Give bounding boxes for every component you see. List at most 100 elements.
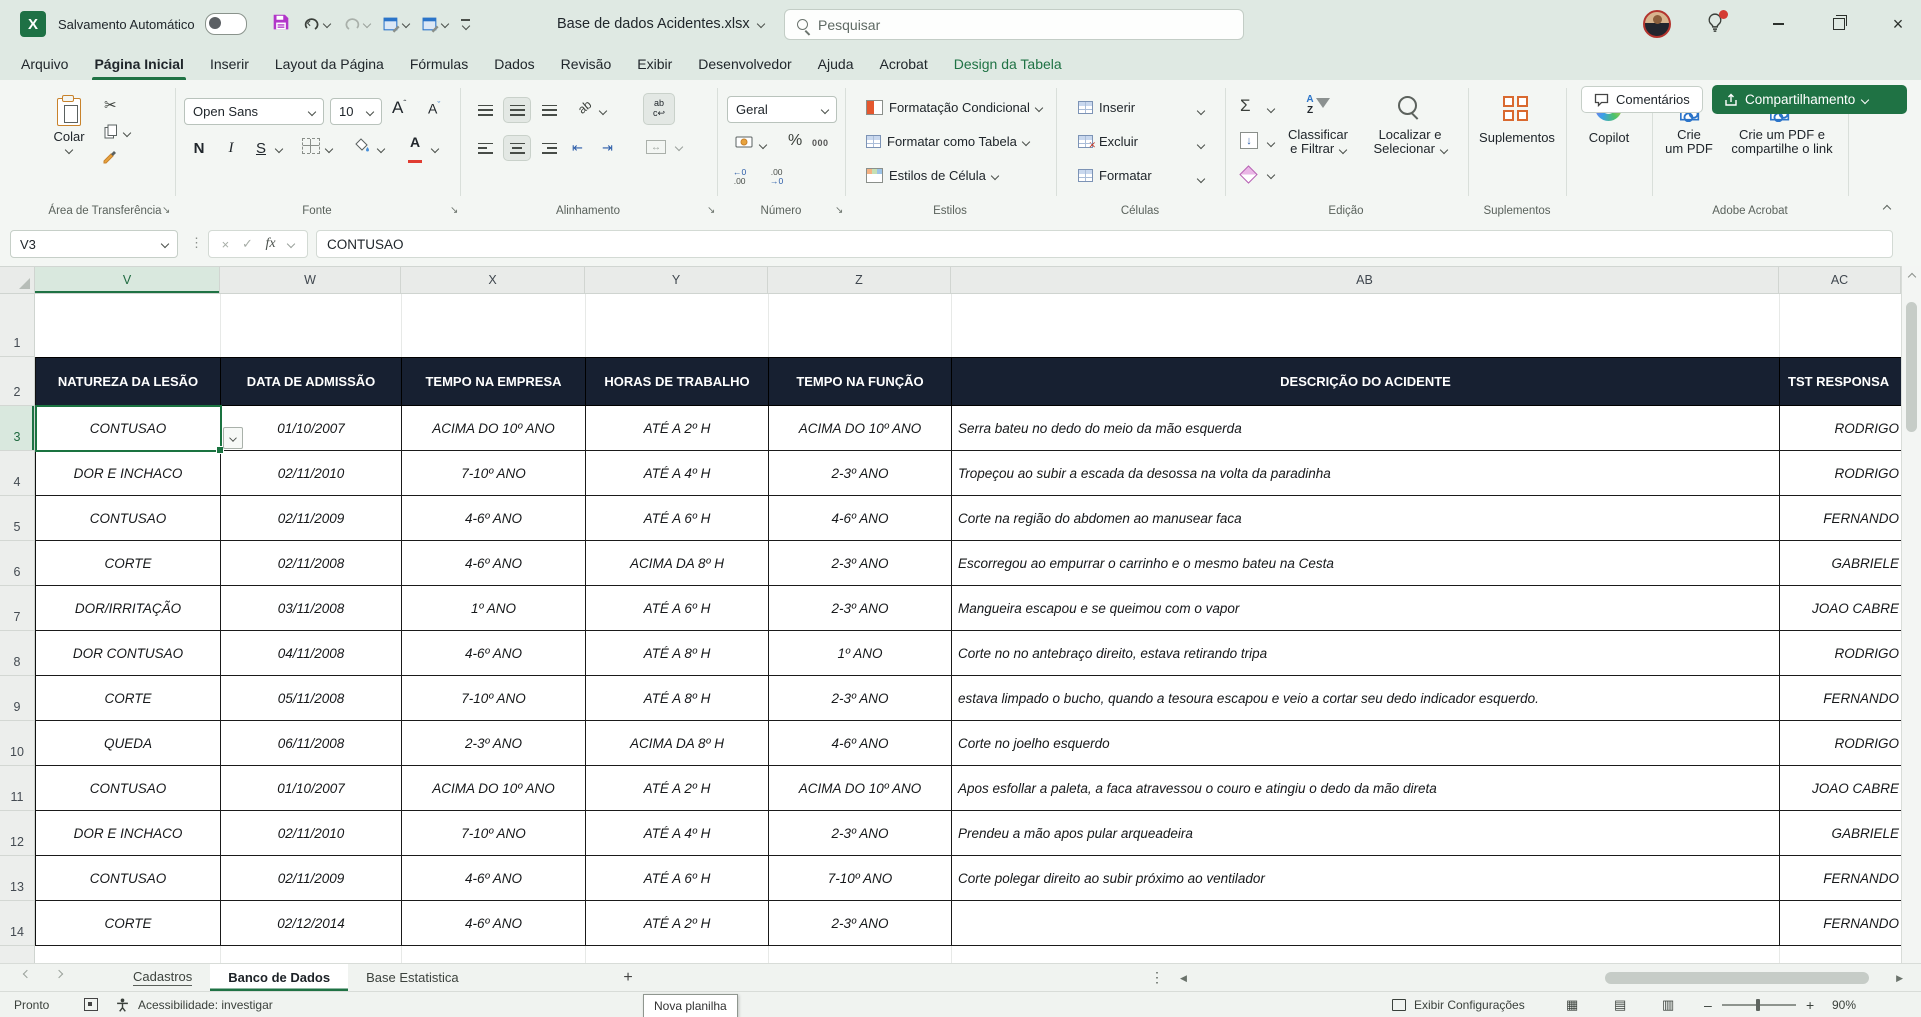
name-box[interactable]: V3: [10, 230, 178, 258]
table-cell-r7c1[interactable]: 03/11/2008: [221, 586, 402, 631]
format-as-table-button[interactable]: Formatar como Tabela: [866, 134, 1031, 149]
display-settings-label[interactable]: Exibir Configurações: [1414, 997, 1525, 1012]
ribbon-tab-acrobat[interactable]: Acrobat: [879, 56, 928, 72]
save-icon[interactable]: [272, 13, 290, 36]
table-cell-r7c2[interactable]: 1º ANO: [402, 586, 586, 631]
close-button[interactable]: ×: [1892, 13, 1904, 34]
table-cell-r13c4[interactable]: 7-10º ANO: [769, 856, 952, 901]
accessibility-status[interactable]: Acessibilidade: investigar: [138, 997, 273, 1012]
format-painter-icon[interactable]: [102, 148, 118, 169]
new-sheet-button[interactable]: +: [623, 969, 633, 986]
table-cell-r4c6[interactable]: RODRIGO: [1780, 451, 1901, 496]
table-cell-r9c0[interactable]: CORTE: [36, 676, 221, 721]
borders-icon[interactable]: [302, 138, 320, 154]
table-cell-r10c1[interactable]: 06/11/2008: [221, 721, 402, 766]
fill-down-icon[interactable]: ↓: [1240, 132, 1258, 149]
format-cells-button[interactable]: Formatar: [1078, 168, 1152, 183]
table-cell-r11c6[interactable]: JOAO CABRE: [1780, 766, 1901, 811]
underline-button[interactable]: S: [255, 139, 266, 157]
decrease-font-icon[interactable]: Aˇ: [428, 100, 441, 117]
table-cell-r14c1[interactable]: 02/12/2014: [221, 901, 402, 946]
paste-button[interactable]: Colar: [40, 95, 98, 155]
table-cell-r10c3[interactable]: ACIMA DA 8º H: [586, 721, 769, 766]
zoom-slider[interactable]: [1722, 992, 1796, 1017]
table-cell-r10c2[interactable]: 2-3º ANO: [402, 721, 586, 766]
table-cell-r13c3[interactable]: ATÉ A 6º H: [586, 856, 769, 901]
worksheet-grid[interactable]: NATUREZA DA LESÃO DATA DE ADMISSÃO TEMPO N…: [35, 294, 1901, 963]
table-cell-r11c3[interactable]: ATÉ A 2º H: [586, 766, 769, 811]
copilot-button[interactable]: Copilot: [1588, 130, 1630, 145]
table-cell-r12c2[interactable]: 7-10º ANO: [402, 811, 586, 856]
align-left-icon[interactable]: [472, 136, 498, 160]
ribbon-tab-arquivo[interactable]: Arquivo: [21, 56, 69, 72]
table-cell-r12c0[interactable]: DOR E INCHACO: [36, 811, 221, 856]
table-cell-r11c0[interactable]: CONTUSAO: [36, 766, 221, 811]
increase-decimal-icon[interactable]: ←0.00: [733, 167, 747, 186]
column-header-W[interactable]: W: [220, 267, 401, 293]
table-cell-r13c0[interactable]: CONTUSAO: [36, 856, 221, 901]
document-title[interactable]: Base de dados Acidentes.xlsx: [557, 0, 765, 48]
table-cell-r6c6[interactable]: GABRIELE: [1780, 541, 1901, 586]
horizontal-scroll-thumb[interactable]: [1605, 972, 1869, 984]
lightbulb-icon[interactable]: [1706, 13, 1726, 35]
table-cell-r12c6[interactable]: GABRIELE: [1780, 811, 1901, 856]
table-cell-r12c3[interactable]: ATÉ A 4º H: [586, 811, 769, 856]
table-cell-r3c3[interactable]: ATÉ A 2º H: [586, 406, 769, 451]
table-cell-r10c5[interactable]: Corte no joelho esquerdo: [952, 721, 1780, 766]
row-number-14[interactable]: 14: [0, 901, 34, 946]
table-cell-r7c3[interactable]: ATÉ A 6º H: [586, 586, 769, 631]
table-cell-r7c6[interactable]: JOAO CABRE: [1780, 586, 1901, 631]
copy-icon[interactable]: [104, 124, 118, 144]
table-cell-r5c6[interactable]: FERNANDO: [1780, 496, 1901, 541]
table-cell-r8c4[interactable]: 1º ANO: [769, 631, 952, 676]
zoom-level[interactable]: 90%: [1832, 997, 1857, 1012]
table-cell-r11c4[interactable]: ACIMA DO 10º ANO: [769, 766, 952, 811]
page-layout-view-icon[interactable]: ▤: [1614, 996, 1627, 1012]
table-cell-r8c1[interactable]: 04/11/2008: [221, 631, 402, 676]
row-number-4[interactable]: 4: [0, 451, 34, 496]
table-cell-r6c5[interactable]: Escorregou ao empurrar o carrinho e o me…: [952, 541, 1780, 586]
ribbon-tab-inserir[interactable]: Inserir: [209, 56, 249, 72]
scroll-left-icon[interactable]: ◀: [1180, 973, 1187, 983]
dialog-launcher-icon[interactable]: ↘: [162, 205, 171, 216]
table-header-tempo-na-funcao[interactable]: TEMPO NA FUNÇÃO: [769, 357, 952, 406]
table-header-tst-responsa[interactable]: TST RESPONSA: [1780, 357, 1901, 406]
zoom-out-icon[interactable]: –: [1704, 996, 1712, 1013]
table-cell-r9c6[interactable]: FERNANDO: [1780, 676, 1901, 721]
sort-filter-button[interactable]: Classificar e Filtrar: [1288, 127, 1348, 157]
table-tool-icon-1[interactable]: [383, 16, 411, 33]
table-cell-r14c2[interactable]: 4-6º ANO: [402, 901, 586, 946]
table-cell-r4c5[interactable]: Tropeçou ao subir a escada da desossa na…: [952, 451, 1780, 496]
zoom-in-icon[interactable]: +: [1806, 996, 1815, 1013]
table-cell-r10c0[interactable]: QUEDA: [36, 721, 221, 766]
cut-icon[interactable]: ✂: [104, 97, 117, 114]
table-tool-icon-2[interactable]: [422, 16, 450, 33]
share-button[interactable]: Compartilhamento: [1712, 85, 1907, 114]
search-input[interactable]: Pesquisar: [784, 9, 1244, 40]
accessibility-icon[interactable]: [116, 992, 129, 1017]
table-header-descricao-do-acidente[interactable]: DESCRIÇÃO DO ACIDENTE: [952, 357, 1780, 406]
formula-input[interactable]: CONTUSAO: [316, 230, 1893, 258]
number-format-select[interactable]: Geral: [727, 96, 837, 123]
table-cell-r5c3[interactable]: ATÉ A 6º H: [586, 496, 769, 541]
fill-color-dropdown-icon[interactable]: [376, 144, 386, 154]
accounting-format-icon[interactable]: [735, 134, 753, 155]
table-cell-r13c1[interactable]: 02/11/2009: [221, 856, 402, 901]
ribbon-tab-dados[interactable]: Dados: [494, 56, 535, 72]
fill-color-icon[interactable]: [354, 138, 370, 158]
table-cell-r8c3[interactable]: ATÉ A 8º H: [586, 631, 769, 676]
comments-button[interactable]: Comentários: [1581, 86, 1703, 113]
addins-button[interactable]: Suplementos: [1479, 130, 1555, 145]
table-header-horas-de-trabalho[interactable]: HORAS DE TRABALHO: [586, 357, 769, 406]
column-header-AB[interactable]: AB: [951, 267, 1779, 293]
wrap-text-button[interactable]: ab c↩: [644, 94, 674, 124]
row-number-3[interactable]: 3: [0, 406, 34, 451]
data-validation-dropdown[interactable]: [223, 427, 243, 449]
page-break-view-icon[interactable]: ▥: [1662, 996, 1675, 1012]
conditional-formatting-button[interactable]: Formatação Condicional: [866, 100, 1044, 115]
table-cell-r10c4[interactable]: 4-6º ANO: [769, 721, 952, 766]
collapse-ribbon-icon[interactable]: [1882, 204, 1892, 214]
customize-toolbar-icon[interactable]: [461, 19, 470, 30]
align-center-icon[interactable]: [504, 136, 530, 160]
table-cell-r12c1[interactable]: 02/11/2010: [221, 811, 402, 856]
